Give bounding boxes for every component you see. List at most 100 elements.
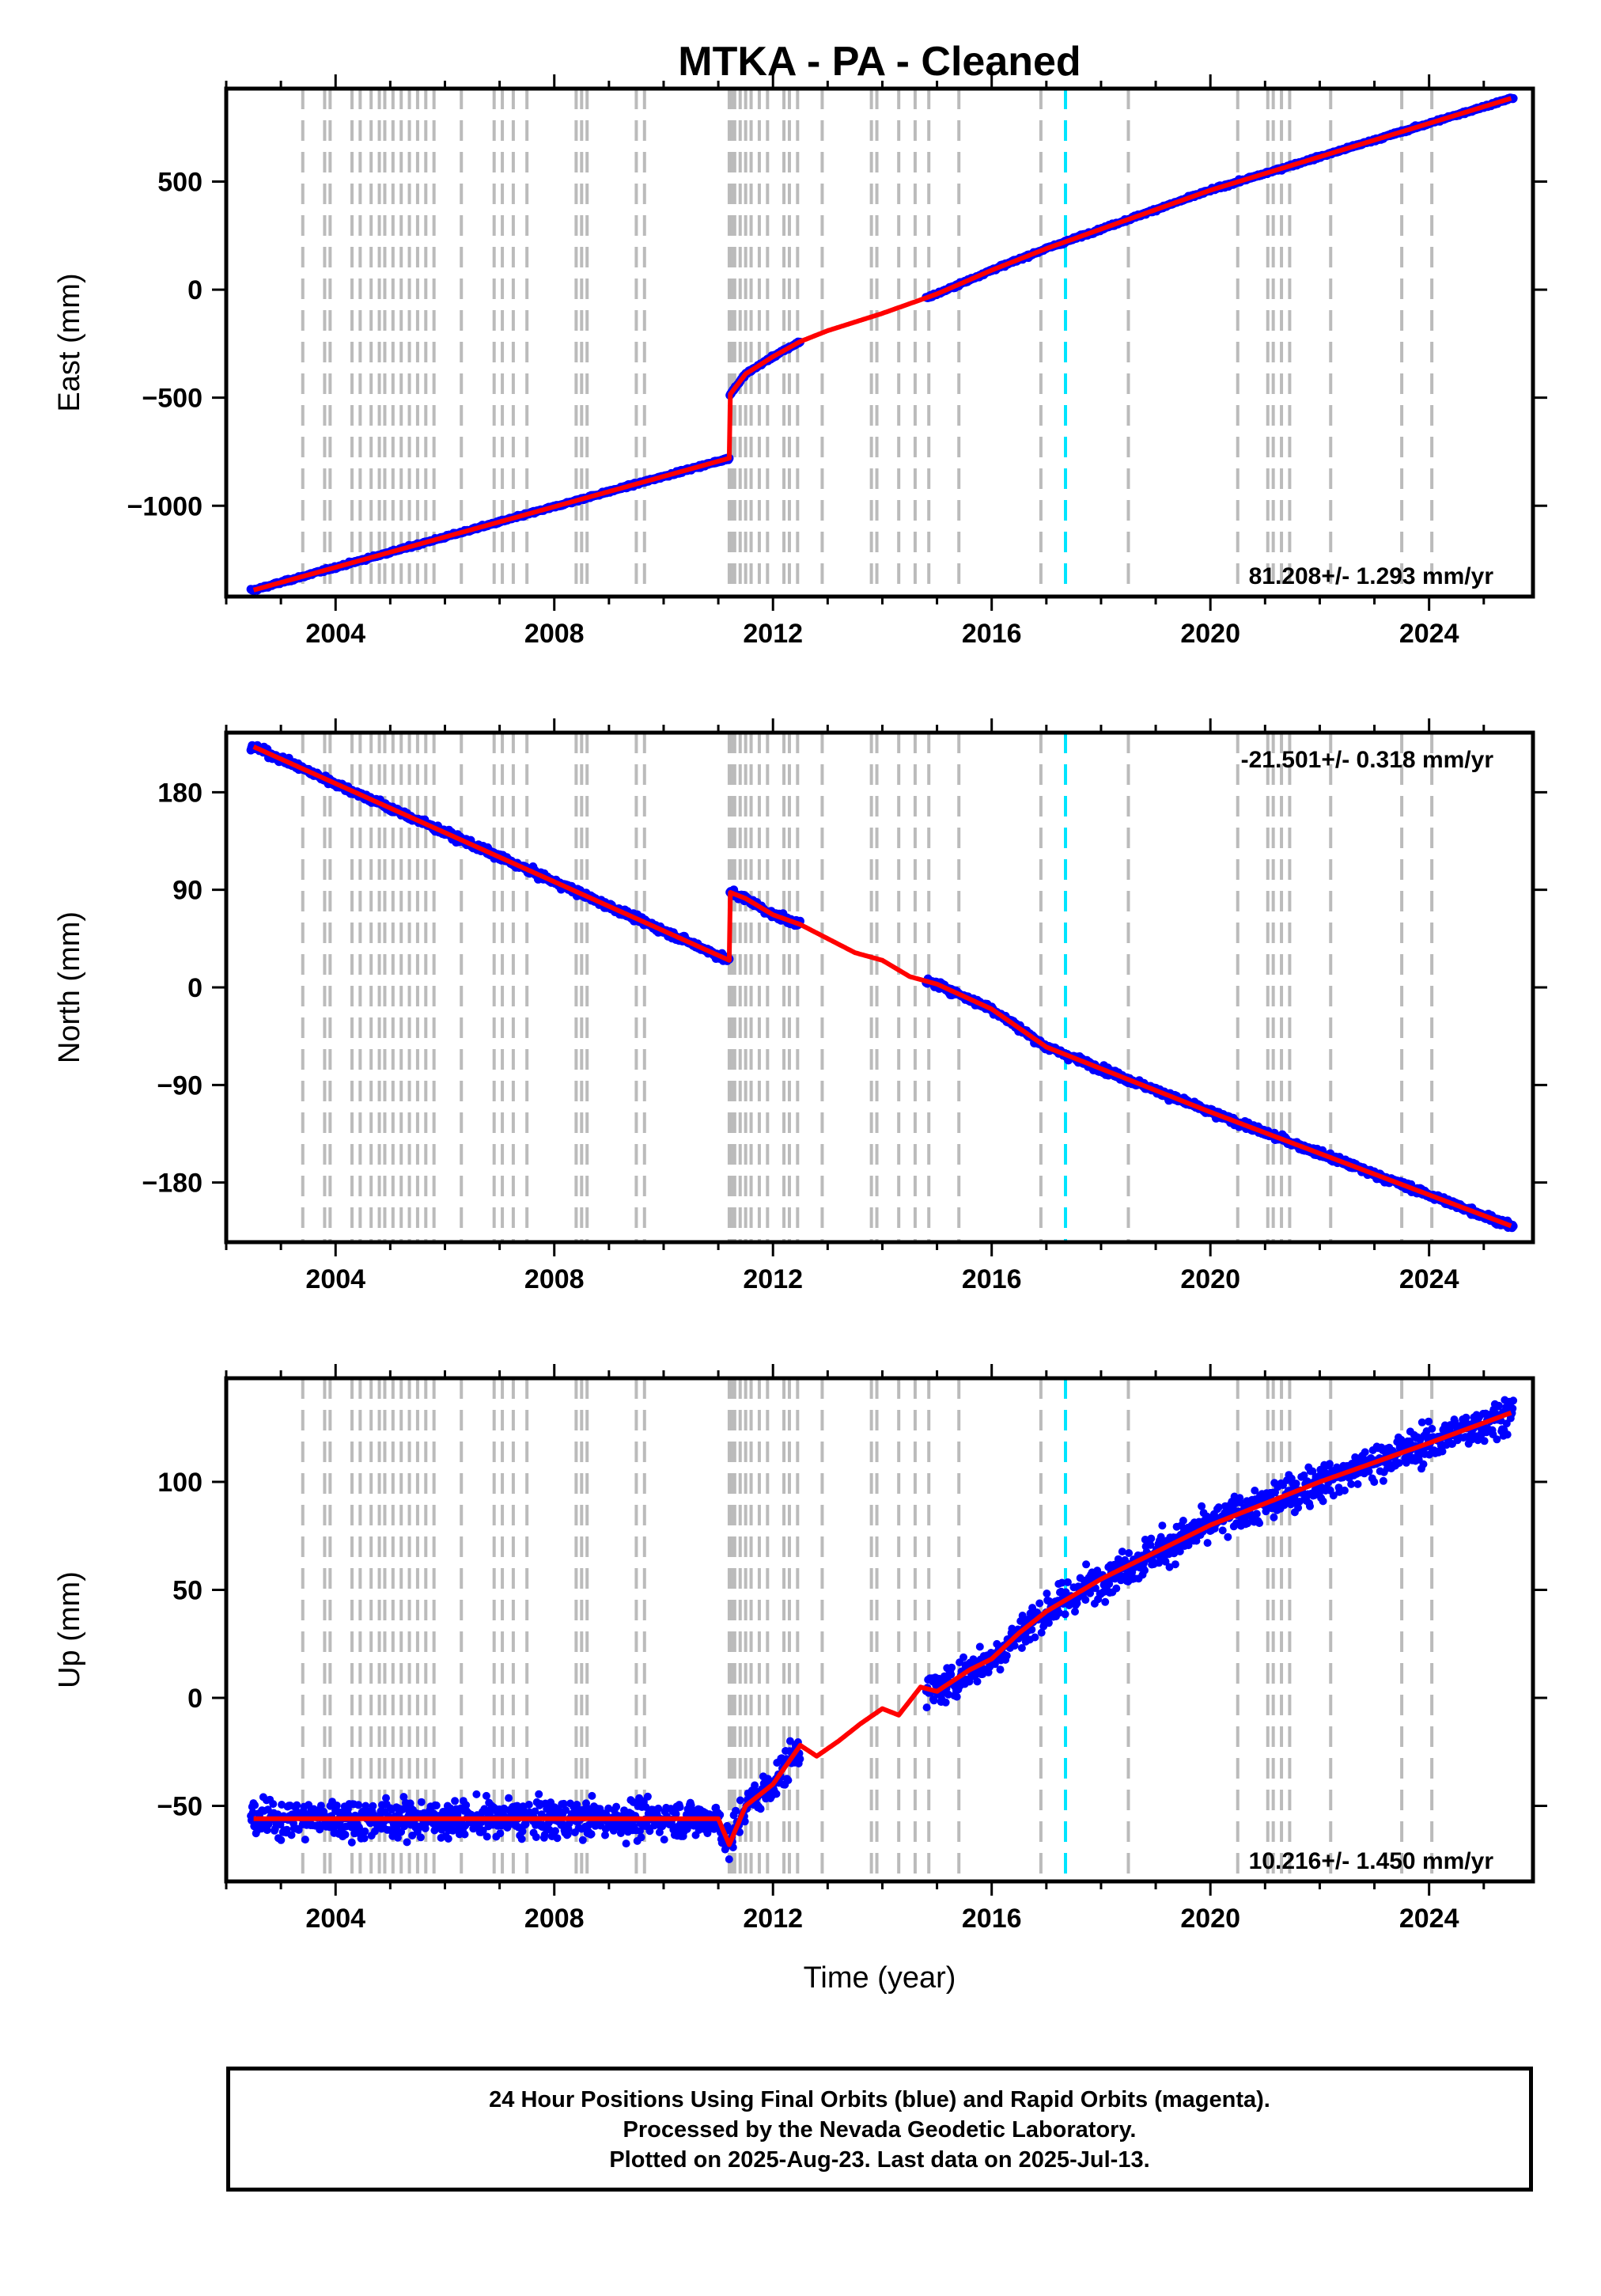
data-point bbox=[1035, 1599, 1044, 1608]
data-point bbox=[588, 1791, 596, 1800]
x-tick-label: 2008 bbox=[524, 1264, 585, 1294]
data-point bbox=[1171, 1560, 1179, 1569]
x-tick-label: 2024 bbox=[1399, 1264, 1459, 1294]
data-point bbox=[587, 1830, 596, 1839]
data-point bbox=[660, 1836, 668, 1844]
data-point bbox=[347, 1838, 356, 1847]
data-point bbox=[1147, 1534, 1156, 1543]
data-point bbox=[643, 1792, 652, 1801]
data-point bbox=[403, 1838, 411, 1847]
y-tick-label: 0 bbox=[187, 973, 202, 1003]
data-point bbox=[996, 1665, 1005, 1674]
data-point bbox=[1112, 1584, 1121, 1593]
data-point bbox=[676, 1803, 684, 1812]
rate-label: -21.501+/- 0.318 mm/yr bbox=[1241, 747, 1494, 773]
y-axis-label: North (mm) bbox=[53, 911, 86, 1063]
data-point bbox=[959, 1653, 967, 1661]
data-point bbox=[524, 1801, 533, 1809]
data-point bbox=[301, 1836, 309, 1844]
data-point bbox=[637, 1833, 645, 1842]
x-tick-label: 2020 bbox=[1180, 1264, 1240, 1294]
data-point bbox=[947, 1670, 956, 1679]
data-point bbox=[1125, 1549, 1134, 1557]
data-point bbox=[725, 1855, 733, 1863]
data-point bbox=[505, 1794, 513, 1802]
data-point bbox=[1043, 1589, 1051, 1598]
y-tick-label: −180 bbox=[142, 1169, 202, 1199]
x-tick-label: 2004 bbox=[305, 619, 365, 649]
data-point bbox=[444, 1835, 452, 1843]
panel-2: 2004 2008 2012 2016 2020 2024 −180 −90 0 90 180 Nor… bbox=[53, 718, 1547, 1294]
data-point bbox=[796, 1755, 804, 1764]
data-point bbox=[1002, 1651, 1011, 1660]
x-tick-label: 2016 bbox=[962, 619, 1022, 649]
data-point bbox=[361, 1827, 369, 1836]
data-point bbox=[756, 1805, 765, 1813]
y-tick-label: −500 bbox=[142, 384, 202, 414]
data-point bbox=[1061, 1610, 1069, 1619]
data-point bbox=[612, 1802, 621, 1811]
data-point bbox=[517, 1835, 526, 1843]
data-point bbox=[483, 1832, 491, 1841]
panel-1: 2004 2008 2012 2016 2020 2024 −1000 −500 0 500 Eas… bbox=[53, 74, 1547, 649]
chart-title: MTKA - PA - Cleaned bbox=[678, 39, 1081, 85]
model-line bbox=[252, 96, 1512, 593]
x-tick-label: 2020 bbox=[1180, 619, 1240, 649]
y-tick-label: 0 bbox=[187, 275, 202, 305]
data-point bbox=[341, 1830, 350, 1839]
y-tick-label: 90 bbox=[172, 876, 202, 906]
data-point bbox=[451, 1797, 460, 1805]
data-point bbox=[354, 1801, 363, 1809]
data-point bbox=[251, 1801, 259, 1809]
data-point bbox=[622, 1839, 630, 1848]
y-tick-label: −1000 bbox=[127, 491, 203, 521]
y-tick-label: 180 bbox=[157, 778, 202, 808]
data-point bbox=[535, 1790, 543, 1798]
data-point bbox=[277, 1836, 286, 1844]
x-tick-label: 2004 bbox=[305, 1264, 365, 1294]
data-point bbox=[482, 1791, 490, 1800]
x-tick-label: 2012 bbox=[743, 619, 803, 649]
x-tick-label: 2012 bbox=[743, 1264, 803, 1294]
data-point bbox=[784, 1776, 793, 1785]
data-point bbox=[369, 1802, 377, 1810]
data-point bbox=[1081, 1596, 1090, 1605]
data-point bbox=[360, 1834, 369, 1843]
data-point bbox=[1082, 1560, 1091, 1569]
data-point bbox=[553, 1834, 562, 1843]
x-tick-label: 2024 bbox=[1399, 619, 1459, 649]
data-point bbox=[772, 1790, 781, 1798]
data-point bbox=[736, 1796, 744, 1805]
x-tick-label: 2016 bbox=[962, 1264, 1022, 1294]
data-point bbox=[1158, 1521, 1167, 1530]
data-point bbox=[1118, 1548, 1126, 1556]
panels: 2004 2008 2012 2016 2020 2024 −1000 −500 0 500 Eas… bbox=[53, 74, 1547, 1934]
data-point bbox=[460, 1830, 469, 1839]
model-line bbox=[252, 744, 1512, 1229]
data-point bbox=[293, 1801, 301, 1809]
data-point bbox=[1031, 1633, 1039, 1642]
x-tick-label: 2008 bbox=[524, 619, 585, 649]
data-point bbox=[496, 1829, 505, 1838]
rate-label: 81.208+/- 1.293 mm/yr bbox=[1249, 563, 1494, 589]
y-tick-label: −90 bbox=[157, 1070, 202, 1101]
y-axis-label: East (mm) bbox=[53, 273, 86, 411]
data-point bbox=[269, 1800, 278, 1809]
plot-frame bbox=[224, 86, 1535, 599]
data-point bbox=[1101, 1597, 1110, 1606]
daily-positions bbox=[247, 1396, 1518, 1863]
data-point bbox=[417, 1798, 426, 1806]
data-point bbox=[551, 1827, 559, 1836]
data-point bbox=[472, 1790, 481, 1798]
data-point bbox=[941, 1698, 950, 1707]
data-point bbox=[1141, 1566, 1149, 1574]
data-point bbox=[922, 1703, 931, 1712]
data-point bbox=[952, 1692, 961, 1701]
data-point bbox=[948, 1663, 956, 1672]
data-point bbox=[975, 1642, 984, 1651]
data-point bbox=[578, 1836, 587, 1844]
daily-positions bbox=[246, 93, 1518, 595]
y-tick-label: 500 bbox=[157, 167, 202, 197]
